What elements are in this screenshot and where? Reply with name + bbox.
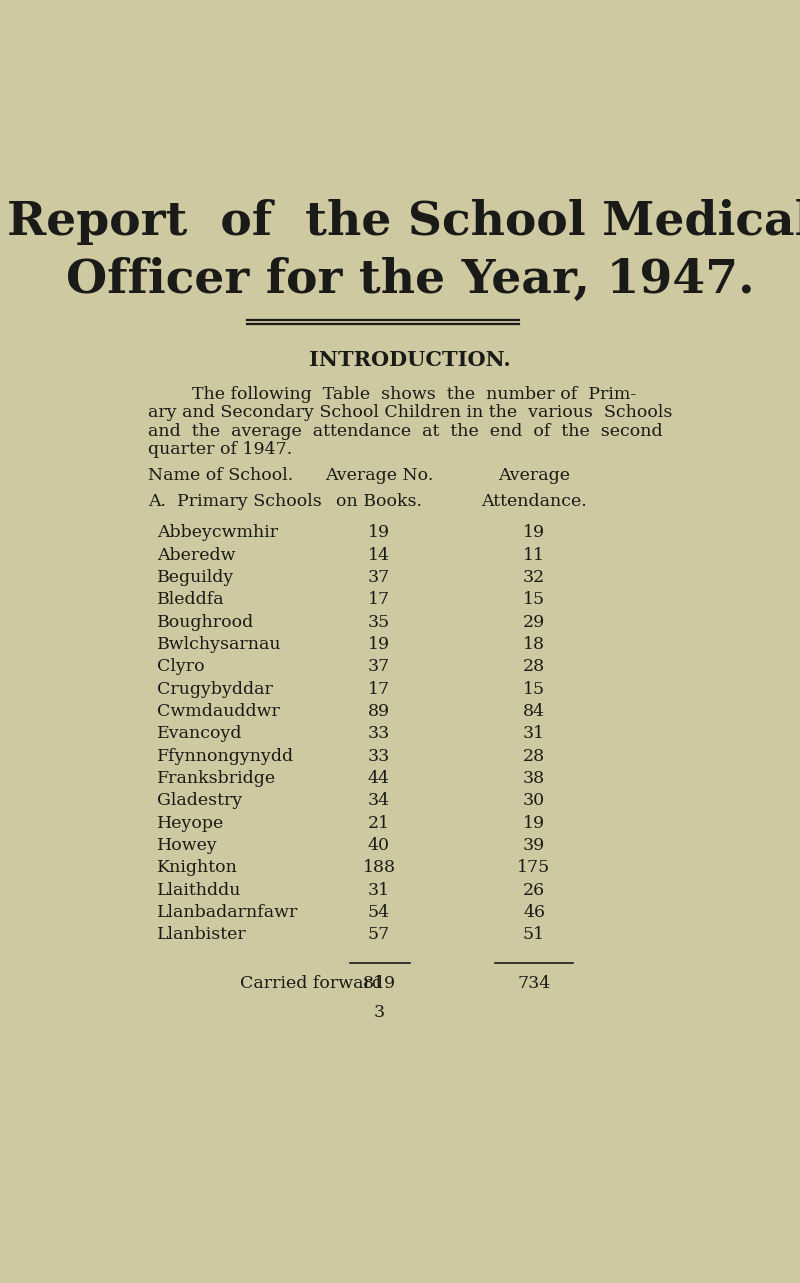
Text: 51: 51 [523, 926, 545, 943]
Text: 38: 38 [523, 770, 545, 786]
Text: 18: 18 [523, 636, 545, 653]
Text: 31: 31 [368, 881, 390, 898]
Text: 29: 29 [523, 613, 545, 631]
Text: quarter of 1947.: quarter of 1947. [148, 441, 292, 458]
Text: 19: 19 [523, 525, 545, 541]
Text: 30: 30 [523, 793, 545, 810]
Text: Officer for the Year, 1947.: Officer for the Year, 1947. [66, 257, 754, 303]
Text: 17: 17 [368, 591, 390, 608]
Text: on Books.: on Books. [336, 494, 422, 511]
Text: 28: 28 [523, 658, 545, 675]
Text: Llaithddu: Llaithddu [158, 881, 242, 898]
Text: 3: 3 [374, 1005, 385, 1021]
Text: 17: 17 [368, 680, 390, 698]
Text: Clyro: Clyro [158, 658, 205, 675]
Text: Average No.: Average No. [325, 467, 433, 484]
Text: 15: 15 [523, 591, 545, 608]
Text: 19: 19 [368, 636, 390, 653]
Text: Franksbridge: Franksbridge [158, 770, 277, 786]
Text: The following  Table  shows  the  number of  Prim-: The following Table shows the number of … [148, 386, 636, 403]
Text: 28: 28 [523, 748, 545, 765]
Text: 89: 89 [368, 703, 390, 720]
Text: and  the  average  attendance  at  the  end  of  the  second: and the average attendance at the end of… [148, 422, 662, 440]
Text: Attendance.: Attendance. [481, 494, 587, 511]
Text: ary and Secondary School Children in the  various  Schools: ary and Secondary School Children in the… [148, 404, 673, 421]
Text: Ffynnongynydd: Ffynnongynydd [158, 748, 294, 765]
Text: Crugybyddar: Crugybyddar [158, 680, 274, 698]
Text: 37: 37 [368, 658, 390, 675]
Text: Gladestry: Gladestry [158, 793, 242, 810]
Text: 84: 84 [523, 703, 545, 720]
Text: 14: 14 [368, 547, 390, 563]
Text: Knighton: Knighton [158, 860, 238, 876]
Text: 26: 26 [523, 881, 545, 898]
Text: 15: 15 [523, 680, 545, 698]
Text: Boughrood: Boughrood [158, 613, 254, 631]
Text: A.  Primary Schools: A. Primary Schools [148, 494, 322, 511]
Text: Evancoyd: Evancoyd [158, 725, 243, 743]
Text: Beguildy: Beguildy [158, 568, 234, 586]
Text: 819: 819 [362, 975, 395, 992]
Text: Bleddfa: Bleddfa [158, 591, 225, 608]
Text: INTRODUCTION.: INTRODUCTION. [309, 350, 511, 371]
Text: Average: Average [498, 467, 570, 484]
Text: Report  of  the School Medical: Report of the School Medical [7, 199, 800, 245]
Text: Bwlchysarnau: Bwlchysarnau [158, 636, 282, 653]
Text: Name of School.: Name of School. [148, 467, 294, 484]
Text: 39: 39 [523, 837, 545, 854]
Text: 32: 32 [523, 568, 545, 586]
Text: 54: 54 [368, 905, 390, 921]
Text: Llanbister: Llanbister [158, 926, 247, 943]
Text: 175: 175 [518, 860, 550, 876]
Text: Cwmdauddwr: Cwmdauddwr [158, 703, 280, 720]
Text: 34: 34 [368, 793, 390, 810]
Text: 33: 33 [368, 725, 390, 743]
Text: 11: 11 [523, 547, 545, 563]
Text: 21: 21 [368, 815, 390, 831]
Text: Heyope: Heyope [158, 815, 225, 831]
Text: 57: 57 [368, 926, 390, 943]
Text: 46: 46 [523, 905, 545, 921]
Text: 40: 40 [368, 837, 390, 854]
Text: 188: 188 [362, 860, 395, 876]
Text: 19: 19 [523, 815, 545, 831]
Text: 35: 35 [368, 613, 390, 631]
Text: 37: 37 [368, 568, 390, 586]
Text: 33: 33 [368, 748, 390, 765]
Text: Carried forward: Carried forward [239, 975, 382, 992]
Text: 734: 734 [518, 975, 550, 992]
Text: Llanbadarnfawr: Llanbadarnfawr [158, 905, 298, 921]
Text: 44: 44 [368, 770, 390, 786]
Text: 31: 31 [523, 725, 545, 743]
Text: Abbeycwmhir: Abbeycwmhir [158, 525, 278, 541]
Text: Howey: Howey [158, 837, 218, 854]
Text: Aberedw: Aberedw [158, 547, 236, 563]
Text: 19: 19 [368, 525, 390, 541]
